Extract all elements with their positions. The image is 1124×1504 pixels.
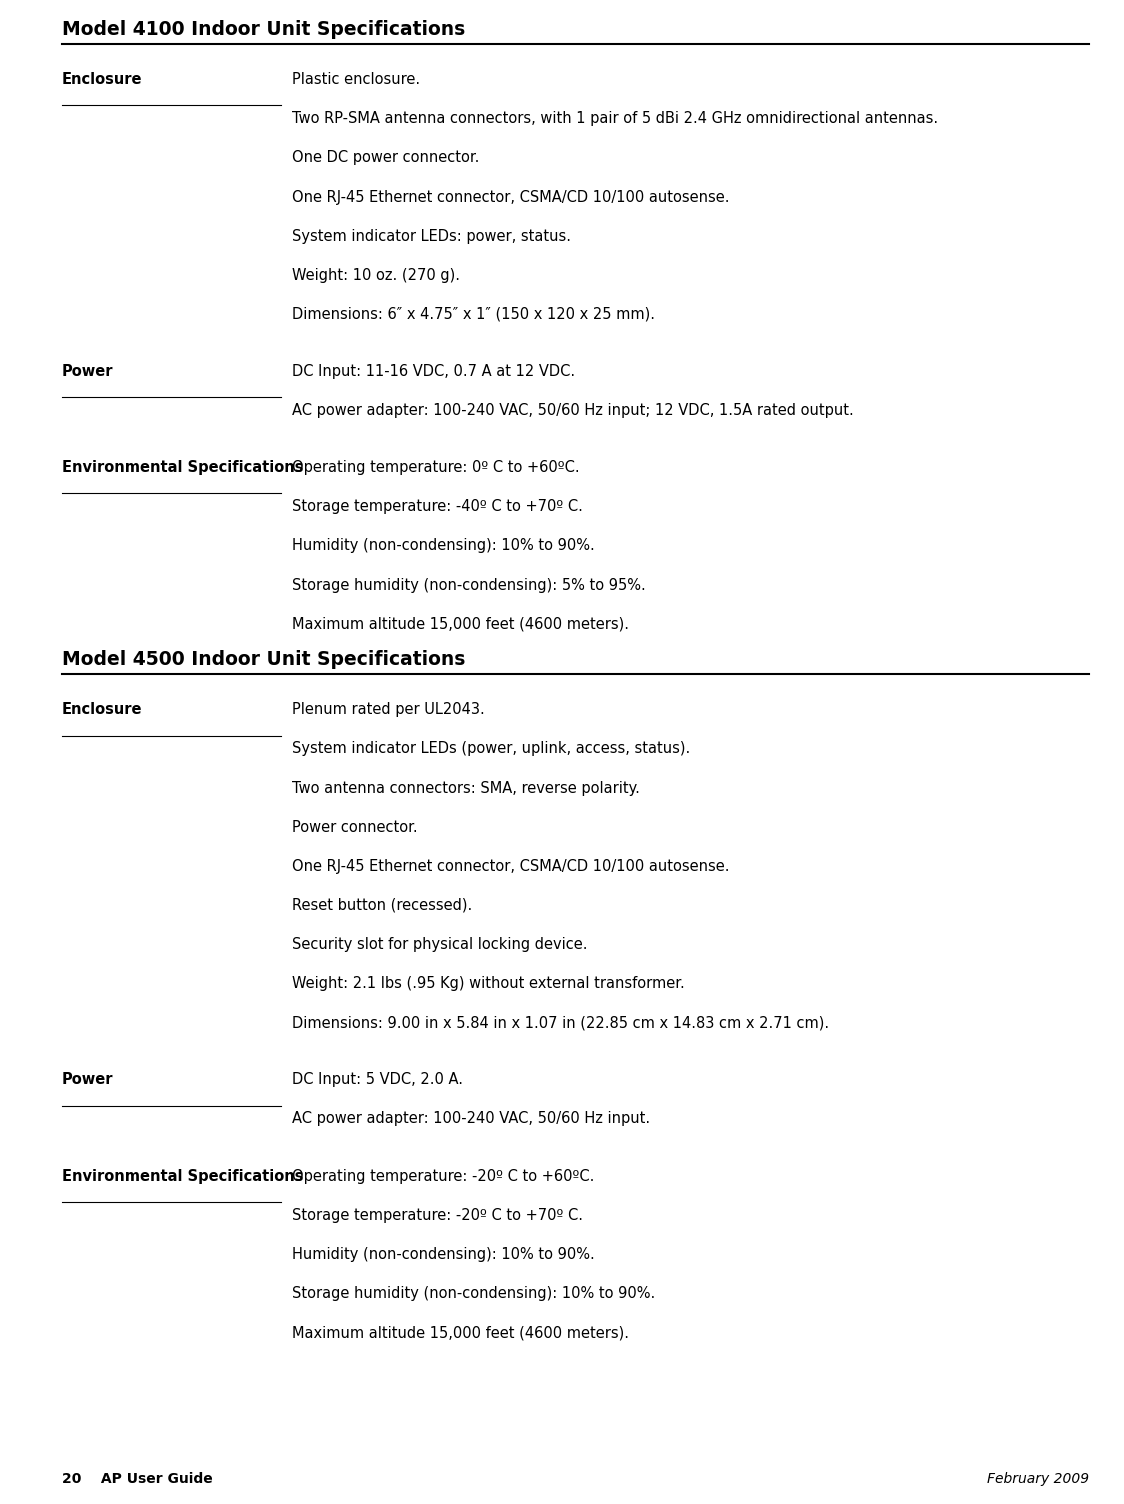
- Text: Storage humidity (non-condensing): 10% to 90%.: Storage humidity (non-condensing): 10% t…: [292, 1286, 655, 1301]
- Text: Storage temperature: -40º C to +70º C.: Storage temperature: -40º C to +70º C.: [292, 499, 582, 514]
- Text: Security slot for physical locking device.: Security slot for physical locking devic…: [292, 937, 588, 952]
- Text: Plenum rated per UL2043.: Plenum rated per UL2043.: [292, 702, 484, 717]
- Text: System indicator LEDs: power, status.: System indicator LEDs: power, status.: [292, 229, 571, 244]
- Text: Maximum altitude 15,000 feet (4600 meters).: Maximum altitude 15,000 feet (4600 meter…: [292, 617, 628, 632]
- Text: Dimensions: 9.00 in x 5.84 in x 1.07 in (22.85 cm x 14.83 cm x 2.71 cm).: Dimensions: 9.00 in x 5.84 in x 1.07 in …: [292, 1015, 830, 1030]
- Text: Dimensions: 6″ x 4.75″ x 1″ (150 x 120 x 25 mm).: Dimensions: 6″ x 4.75″ x 1″ (150 x 120 x…: [292, 307, 655, 322]
- Text: One RJ-45 Ethernet connector, CSMA/CD 10/100 autosense.: One RJ-45 Ethernet connector, CSMA/CD 10…: [292, 859, 729, 874]
- Text: Enclosure: Enclosure: [62, 72, 143, 87]
- Text: Environmental Specifications: Environmental Specifications: [62, 460, 303, 475]
- Text: Maximum altitude 15,000 feet (4600 meters).: Maximum altitude 15,000 feet (4600 meter…: [292, 1325, 628, 1340]
- Text: Storage temperature: -20º C to +70º C.: Storage temperature: -20º C to +70º C.: [292, 1208, 583, 1223]
- Text: Reset button (recessed).: Reset button (recessed).: [292, 898, 472, 913]
- Text: Humidity (non-condensing): 10% to 90%.: Humidity (non-condensing): 10% to 90%.: [292, 1247, 595, 1262]
- Text: Power: Power: [62, 364, 114, 379]
- Text: AC power adapter: 100-240 VAC, 50/60 Hz input; 12 VDC, 1.5A rated output.: AC power adapter: 100-240 VAC, 50/60 Hz …: [292, 403, 853, 418]
- Text: 20    AP User Guide: 20 AP User Guide: [62, 1472, 212, 1486]
- Text: Power: Power: [62, 1072, 114, 1087]
- Text: DC Input: 5 VDC, 2.0 A.: DC Input: 5 VDC, 2.0 A.: [292, 1072, 463, 1087]
- Text: Weight: 10 oz. (270 g).: Weight: 10 oz. (270 g).: [292, 268, 460, 283]
- Text: Two antenna connectors: SMA, reverse polarity.: Two antenna connectors: SMA, reverse pol…: [292, 781, 640, 796]
- Text: Model 4100 Indoor Unit Specifications: Model 4100 Indoor Unit Specifications: [62, 20, 465, 39]
- Text: February 2009: February 2009: [987, 1472, 1089, 1486]
- Text: Weight: 2.1 lbs (.95 Kg) without external transformer.: Weight: 2.1 lbs (.95 Kg) without externa…: [292, 976, 685, 991]
- Text: DC Input: 11-16 VDC, 0.7 A at 12 VDC.: DC Input: 11-16 VDC, 0.7 A at 12 VDC.: [292, 364, 575, 379]
- Text: Model 4500 Indoor Unit Specifications: Model 4500 Indoor Unit Specifications: [62, 650, 465, 669]
- Text: Environmental Specifications: Environmental Specifications: [62, 1169, 303, 1184]
- Text: Humidity (non-condensing): 10% to 90%.: Humidity (non-condensing): 10% to 90%.: [292, 538, 595, 553]
- Text: Enclosure: Enclosure: [62, 702, 143, 717]
- Text: System indicator LEDs (power, uplink, access, status).: System indicator LEDs (power, uplink, ac…: [292, 741, 690, 757]
- Text: Plastic enclosure.: Plastic enclosure.: [292, 72, 420, 87]
- Text: One DC power connector.: One DC power connector.: [292, 150, 479, 165]
- Text: Operating temperature: -20º C to +60ºC.: Operating temperature: -20º C to +60ºC.: [292, 1169, 595, 1184]
- Text: Power connector.: Power connector.: [292, 820, 417, 835]
- Text: Two RP-SMA antenna connectors, with 1 pair of 5 dBi 2.4 GHz omnidirectional ante: Two RP-SMA antenna connectors, with 1 pa…: [292, 111, 937, 126]
- Text: Storage humidity (non-condensing): 5% to 95%.: Storage humidity (non-condensing): 5% to…: [292, 578, 645, 593]
- Text: AC power adapter: 100-240 VAC, 50/60 Hz input.: AC power adapter: 100-240 VAC, 50/60 Hz …: [292, 1111, 650, 1126]
- Text: Operating temperature: 0º C to +60ºC.: Operating temperature: 0º C to +60ºC.: [292, 460, 580, 475]
- Text: One RJ-45 Ethernet connector, CSMA/CD 10/100 autosense.: One RJ-45 Ethernet connector, CSMA/CD 10…: [292, 190, 729, 205]
